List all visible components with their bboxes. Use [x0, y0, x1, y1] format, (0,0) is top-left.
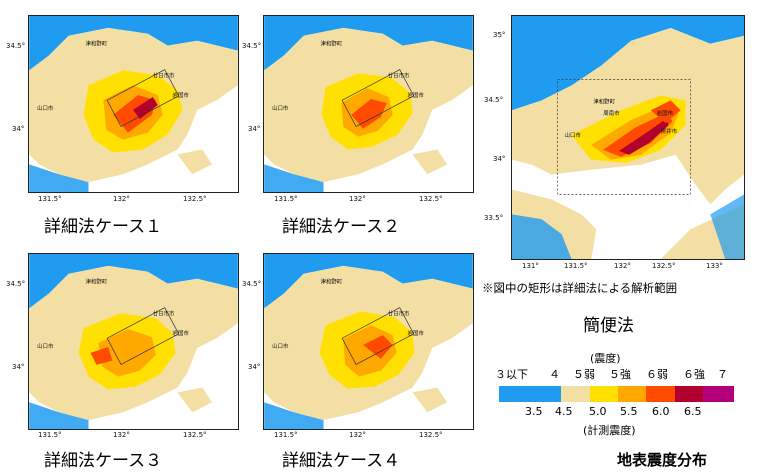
place-label: 津和野町: [593, 97, 615, 105]
map-case4-graphic: 津和野町 廿日市市 山口市 岩国市: [264, 254, 473, 429]
legend-value-label: 5.0: [589, 405, 607, 418]
figure-title: 地表震度分布: [617, 451, 708, 469]
lat-tick: 34°: [493, 155, 506, 163]
map-caption: 詳細法ケース１: [44, 217, 163, 237]
legend-color-segment: [561, 386, 590, 402]
legend-title-intensity: (震度): [590, 352, 621, 365]
map-detail-case1: 津和野町 廿日市市 山口市 岩国市: [28, 15, 239, 193]
place-label: 岩国市: [408, 329, 425, 337]
map-caption: 簡便法: [583, 316, 634, 336]
lat-tick: 34°: [12, 125, 25, 133]
lon-tick: 132°: [614, 262, 631, 270]
lon-tick: 133°: [706, 262, 723, 270]
place-label: 岩国市: [408, 91, 425, 99]
place-label: 柳井市: [661, 127, 678, 135]
map-caption: 詳細法ケース３: [44, 451, 163, 471]
lat-tick: 34.5°: [242, 280, 262, 288]
lon-tick: 132°: [349, 195, 366, 203]
map-detail-case4: 津和野町 廿日市市 山口市 岩国市: [263, 253, 474, 430]
legend-level-label: ４: [549, 368, 560, 381]
legend-value-label: 6.0: [652, 405, 670, 418]
lat-tick: 34.5°: [6, 42, 26, 50]
legend-level-label: ６強: [683, 368, 705, 381]
lat-tick: 35°: [493, 31, 506, 39]
place-label: 山口市: [272, 104, 289, 112]
lon-tick: 132.5°: [652, 262, 676, 270]
lat-tick: 34.5°: [6, 280, 26, 288]
range-note: ※図中の矩形は詳細法による解析範囲: [482, 281, 678, 295]
legend-value-label: 6.5: [684, 405, 702, 418]
map-caption: 詳細法ケース４: [282, 451, 401, 471]
map-caption: 詳細法ケース２: [282, 217, 401, 237]
legend-color-segment: [617, 386, 647, 402]
map-simple-method: 津和野町 周南市 岩国市 山口市 柳井市: [511, 15, 745, 260]
legend-level-label: ３以下: [495, 368, 528, 381]
place-label: 山口市: [272, 342, 289, 350]
place-label: 岩国市: [173, 329, 190, 337]
lon-tick: 132°: [113, 195, 130, 203]
legend-colorbar: [499, 386, 734, 402]
legend-level-label: ５弱: [573, 368, 595, 381]
legend-value-label: 5.5: [620, 405, 638, 418]
lat-tick: 33.5°: [484, 214, 504, 222]
legend-level-label: ６弱: [646, 368, 668, 381]
place-label: 津和野町: [86, 278, 108, 286]
lon-tick: 132°: [349, 431, 366, 439]
legend-color-segment: [702, 386, 734, 402]
map-simple-graphic: 津和野町 周南市 岩国市 山口市 柳井市: [512, 16, 744, 259]
place-label: 廿日市市: [153, 71, 175, 79]
lon-tick: 132.5°: [419, 195, 443, 203]
lat-tick: 34.5°: [484, 96, 504, 104]
place-label: 津和野町: [321, 278, 343, 286]
place-label: 周南市: [603, 109, 620, 117]
legend-color-segment: [674, 386, 703, 402]
place-label: 岩国市: [173, 91, 190, 99]
place-label: 廿日市市: [153, 309, 175, 317]
map-detail-case3: 津和野町 廿日市市 山口市 岩国市: [28, 253, 239, 430]
legend-color-segment: [646, 386, 675, 402]
lat-tick: 34°: [12, 363, 25, 371]
lat-tick: 34.5°: [242, 42, 262, 50]
lat-tick: 34°: [248, 125, 261, 133]
place-label: 山口市: [565, 131, 582, 139]
lon-tick: 131.5°: [274, 195, 298, 203]
lon-tick: 131.5°: [274, 431, 298, 439]
lon-tick: 131.5°: [38, 195, 62, 203]
place-label: 山口市: [37, 342, 54, 350]
legend-title-measured: (計測震度): [583, 424, 636, 437]
legend-color-segment: [589, 386, 618, 402]
map-detail-case2: 津和野町 廿日市市 山口市 岩国市: [263, 15, 474, 193]
lon-tick: 131.5°: [564, 262, 588, 270]
legend-color-segment: [499, 386, 562, 402]
map-case2-graphic: 津和野町 廿日市市 山口市 岩国市: [264, 16, 473, 192]
legend-value-label: 3.5: [525, 405, 543, 418]
place-label: 廿日市市: [388, 309, 410, 317]
place-label: 岩国市: [657, 109, 674, 117]
lat-tick: 34°: [248, 363, 261, 371]
legend-level-label: ７: [717, 368, 728, 381]
lon-tick: 131°: [522, 262, 539, 270]
lon-tick: 132.5°: [183, 431, 207, 439]
place-label: 山口市: [37, 104, 54, 112]
lon-tick: 132°: [113, 431, 130, 439]
legend-level-label: ５強: [609, 368, 631, 381]
place-label: 津和野町: [321, 40, 343, 48]
legend-value-label: 4.5: [555, 405, 573, 418]
place-label: 津和野町: [86, 40, 108, 48]
place-label: 廿日市市: [388, 71, 410, 79]
lon-tick: 132.5°: [183, 195, 207, 203]
map-case1-graphic: 津和野町 廿日市市 山口市 岩国市: [29, 16, 238, 192]
map-case3-graphic: 津和野町 廿日市市 山口市 岩国市: [29, 254, 238, 429]
lon-tick: 131.5°: [38, 431, 62, 439]
lon-tick: 132.5°: [419, 431, 443, 439]
